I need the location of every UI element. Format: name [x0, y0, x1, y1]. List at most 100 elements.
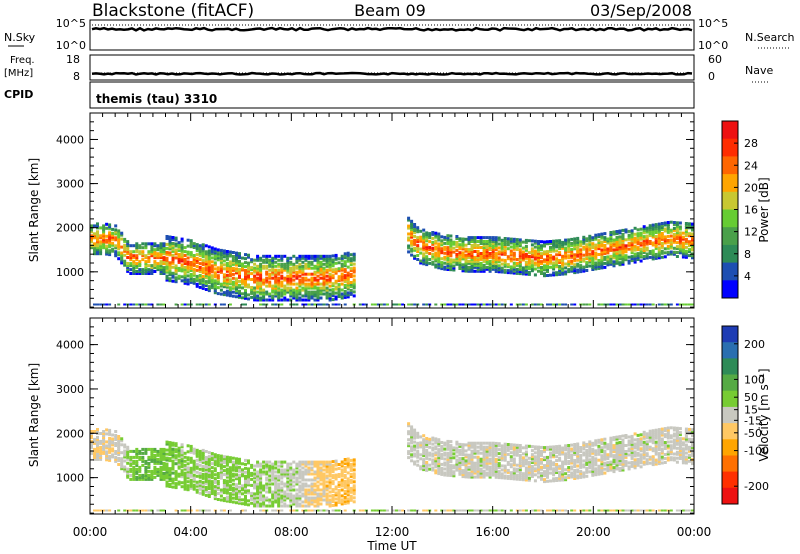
velocity-cell	[497, 476, 501, 480]
power-cell	[238, 271, 241, 275]
velocity-cell	[96, 449, 99, 453]
power-cell	[111, 227, 115, 231]
power-cell	[295, 276, 299, 280]
velocity-cell	[295, 502, 299, 506]
velocity-cell	[219, 494, 223, 498]
velocity-cell	[482, 457, 486, 461]
power-cell	[527, 265, 531, 268]
power-cell	[225, 289, 229, 293]
velocity-cell	[201, 458, 205, 462]
power-cell	[603, 236, 607, 240]
power-cell	[407, 226, 411, 230]
power-cell	[177, 249, 181, 252]
velocity-cell	[216, 472, 220, 475]
power-cell	[337, 293, 341, 296]
power-cell	[618, 251, 622, 255]
power-cell	[316, 286, 320, 290]
power-cell	[108, 225, 112, 229]
power-cell	[283, 254, 287, 258]
velocity-cell	[228, 468, 232, 472]
power-cell	[352, 262, 356, 266]
velocity-cell	[102, 443, 106, 447]
power-cell	[446, 256, 450, 260]
power-cell	[467, 265, 471, 269]
velocity-cell	[171, 463, 175, 467]
power-cell	[319, 260, 323, 264]
power-cell	[615, 235, 619, 239]
power-cell	[271, 260, 275, 264]
velocity-cell	[343, 474, 347, 477]
power-cell	[253, 296, 257, 300]
velocity-cell	[228, 460, 232, 464]
velocity-cell	[437, 464, 441, 468]
velocity-cell	[171, 481, 175, 485]
power-cell	[141, 270, 145, 273]
power-cell	[120, 251, 124, 255]
freq-unit: [MHz]	[4, 68, 33, 79]
power-cell	[286, 260, 290, 264]
power-cell	[168, 251, 172, 255]
velocity-cell	[425, 456, 429, 460]
velocity-cell	[455, 460, 459, 464]
velocity-cell	[186, 456, 190, 460]
power-cell	[250, 268, 254, 272]
power-cell	[180, 255, 184, 259]
velocity-cell	[162, 471, 166, 475]
power-cell	[506, 247, 510, 251]
power-cell	[265, 278, 269, 282]
power-cell	[244, 296, 247, 300]
velocity-cell	[482, 447, 486, 451]
power-cell	[334, 271, 338, 275]
velocity-cell	[141, 451, 145, 455]
velocity-cell	[235, 465, 238, 469]
velocity-cell	[479, 445, 483, 449]
power-cell	[603, 238, 607, 242]
power-cell	[443, 251, 447, 255]
velocity-cell	[235, 459, 238, 463]
power-cell	[648, 252, 652, 255]
power-cell	[413, 231, 417, 234]
power-cell	[503, 262, 507, 266]
velocity-cell	[108, 428, 112, 432]
power-cell	[99, 248, 103, 252]
power-cell	[639, 249, 643, 253]
power-cell	[222, 283, 226, 287]
power-cell	[117, 245, 121, 249]
power-cell	[431, 248, 435, 252]
velocity-cell	[162, 473, 166, 477]
power-cell	[99, 236, 103, 240]
power-cell	[222, 251, 226, 255]
power-cell	[319, 286, 323, 290]
power-cell	[672, 236, 676, 240]
velocity-cell	[322, 492, 326, 496]
power-cell	[138, 262, 142, 266]
velocity-cell	[259, 468, 263, 472]
power-cell	[307, 256, 311, 260]
velocity-cell	[298, 470, 302, 474]
power-cell	[325, 260, 329, 264]
velocity-cell	[425, 441, 429, 444]
velocity-cell	[189, 460, 193, 464]
power-cell	[289, 266, 293, 270]
power-cell	[470, 265, 474, 269]
power-cell	[123, 253, 127, 257]
power-cell	[138, 246, 142, 250]
power-cell	[512, 247, 516, 251]
power-cell	[651, 225, 655, 229]
power-cell	[440, 249, 444, 253]
power-cell	[488, 259, 492, 263]
power-cell	[621, 242, 625, 246]
power-cell	[292, 262, 296, 266]
velocity-cell	[225, 483, 229, 487]
power-cell	[642, 227, 646, 231]
velocity-cell	[262, 466, 266, 470]
velocity-cell	[210, 470, 214, 474]
velocity-cell	[183, 481, 187, 485]
power-cell	[588, 254, 592, 258]
velocity-cell	[210, 472, 214, 476]
power-cell	[688, 250, 691, 254]
velocity-cell	[521, 464, 525, 468]
power-cell	[455, 260, 459, 264]
power-cell	[434, 257, 438, 261]
velocity-cell	[373, 509, 377, 512]
